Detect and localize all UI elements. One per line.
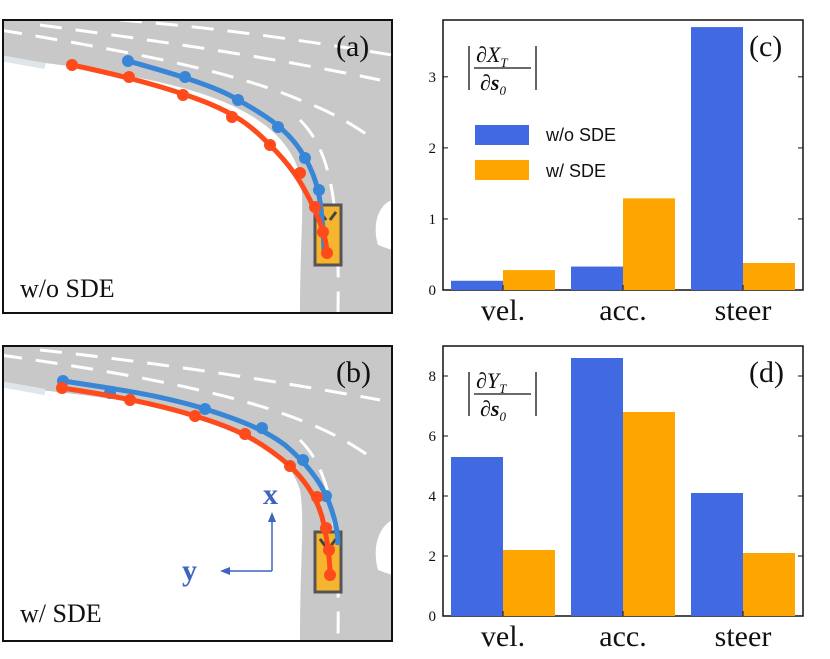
ytick-label-c: 3 bbox=[429, 70, 437, 86]
panel-label-c: (c) bbox=[749, 30, 782, 63]
svg-text:∂s0: ∂s0 bbox=[480, 70, 506, 98]
ytick-label-c: 0 bbox=[429, 283, 437, 299]
ytick-label-c: 1 bbox=[429, 212, 437, 228]
bar-c-0-2 bbox=[691, 27, 743, 291]
bar-c-0-1 bbox=[571, 266, 623, 290]
ylabel-d-num-sub: T bbox=[499, 381, 507, 396]
category-label-c: acc. bbox=[599, 294, 646, 327]
panel-label-d: (d) bbox=[749, 356, 784, 389]
bar-c-1-2 bbox=[743, 263, 795, 290]
scene-caption-b: w/ SDE bbox=[20, 599, 102, 628]
bar-d-0-0 bbox=[451, 457, 503, 616]
bar-d-1-2 bbox=[743, 553, 795, 616]
category-label-c: vel. bbox=[481, 294, 525, 327]
legend-c: w/o SDE w/ SDE bbox=[475, 125, 616, 181]
category-label-d: vel. bbox=[481, 620, 525, 653]
axis-indicator: x y bbox=[182, 478, 278, 587]
legend-label-1: w/ SDE bbox=[545, 161, 606, 181]
category-label-d: acc. bbox=[599, 620, 646, 653]
bar-d-0-2 bbox=[691, 493, 743, 616]
svg-text:∂YT: ∂YT bbox=[476, 368, 507, 396]
ytick-label-d: 6 bbox=[429, 429, 437, 445]
category-label-d: steer bbox=[715, 620, 772, 653]
svg-text:∂s0: ∂s0 bbox=[480, 396, 506, 424]
bar-c-0-0 bbox=[451, 280, 503, 290]
ytick-label-d: 2 bbox=[429, 549, 437, 565]
ytick-label-d: 0 bbox=[429, 609, 437, 625]
ylabel-d-denominator: ∂s bbox=[480, 396, 499, 421]
scene-caption-a: w/o SDE bbox=[20, 274, 115, 303]
ylabel-c-den-sub: 0 bbox=[499, 83, 506, 98]
panel-label-a: (a) bbox=[336, 30, 369, 63]
ylabel-c-denominator: ∂s bbox=[480, 70, 499, 95]
legend-label-0: w/o SDE bbox=[545, 125, 616, 145]
bar-c-1-0 bbox=[503, 270, 555, 290]
ylabel-d-numerator: ∂Y bbox=[476, 368, 502, 393]
ylabel-c-numerator: ∂X bbox=[476, 42, 502, 67]
ylabel-d-den-sub: 0 bbox=[499, 409, 506, 424]
axis-x-label: x bbox=[263, 478, 278, 511]
ylabel-c: ∂XT ∂s0 bbox=[468, 42, 537, 98]
svg-text:∂XT: ∂XT bbox=[476, 42, 508, 70]
category-label-c: steer bbox=[715, 294, 772, 327]
scene-panel-b: (b) w/ SDE x y bbox=[2, 345, 393, 642]
road bbox=[3, 346, 392, 641]
ytick-label-d: 4 bbox=[429, 489, 437, 505]
road bbox=[3, 20, 392, 313]
ylabel-d: ∂YT ∂s0 bbox=[468, 368, 537, 424]
legend-swatch-orange bbox=[475, 160, 529, 180]
legend-swatch-blue bbox=[475, 125, 529, 145]
ytick-label-d: 8 bbox=[429, 369, 437, 385]
ylabel-c-num-sub: T bbox=[500, 55, 508, 70]
trajectory-blue bbox=[62, 378, 341, 546]
bar-d-1-1 bbox=[623, 412, 675, 616]
bar-d-1-0 bbox=[503, 550, 555, 616]
ytick-label-c: 2 bbox=[429, 141, 437, 157]
bar-c-1-1 bbox=[623, 198, 675, 290]
axis-y-label: y bbox=[182, 554, 197, 587]
panel-label-b: (b) bbox=[336, 356, 371, 389]
scene-panel-a: (a) w/o SDE bbox=[2, 19, 393, 314]
bar-d-0-1 bbox=[571, 358, 623, 616]
